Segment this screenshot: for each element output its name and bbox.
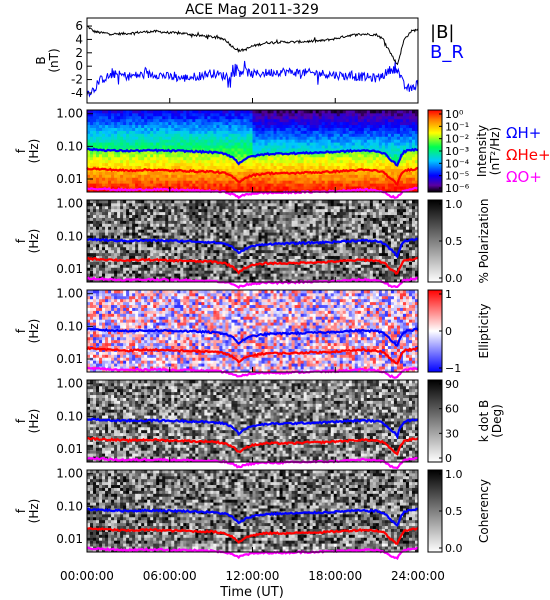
y-tick-label: -4 xyxy=(71,86,83,100)
colorbar-tick-label: 0.5 xyxy=(445,505,463,518)
colorbar-tick-label: 0.0 xyxy=(445,542,463,555)
x-tick-label: 06:00:00 xyxy=(143,569,197,583)
legend-b-total: |B| xyxy=(430,22,454,43)
spectrogram-y-label: f(Hz) xyxy=(14,409,41,434)
y-tick-label: 0.10 xyxy=(56,139,83,153)
b-field-y-label: B(nT) xyxy=(34,48,61,72)
y-tick-label: 0.01 xyxy=(56,532,83,546)
spectrogram-panel-1: 1.00 0.10 0.01 f(Hz) 10⁰10⁻¹10⁻²10⁻³10⁻⁴10⁻⁵… xyxy=(14,107,550,198)
x-tick-label: 12:00:00 xyxy=(226,569,280,583)
colorbar-tick-label: 1 xyxy=(445,288,452,301)
colorbar-label: k dot B(Deg) xyxy=(477,400,504,442)
y-tick-label: 0.10 xyxy=(56,319,83,333)
y-tick-label: 0.10 xyxy=(56,499,83,513)
y-tick-label: -2 xyxy=(71,73,83,87)
y-tick-label: 6 xyxy=(75,19,83,33)
b-field-plot-area xyxy=(87,18,418,103)
colorbar-tick-label: 0 xyxy=(445,325,452,338)
y-tick-label: 0.01 xyxy=(56,442,83,456)
y-tick-label: 2 xyxy=(75,46,83,60)
spectrogram-panel-4: 1.00 0.10 0.01 f(Hz) 90 60 30 0 k dot B(Deg) xyxy=(14,377,504,468)
x-tick-label: 18:00:00 xyxy=(308,569,362,583)
y-tick-label: 1.00 xyxy=(56,107,83,121)
colorbar-tick-label: 0 xyxy=(445,452,452,465)
colorbar-tick-label: 1.0 xyxy=(445,468,463,481)
colorbar-tick-label: 10⁻⁵ xyxy=(445,170,469,183)
y-tick-label: 1.00 xyxy=(56,377,83,391)
colorbar-tick-label: 10⁻⁴ xyxy=(445,157,470,170)
colorbar-label: Intensity(nT²/Hz) xyxy=(475,125,502,177)
spectrogram-panel-3: 1.00 0.10 0.01 f(Hz) 1 0 −1 Ellipticity xyxy=(14,287,491,378)
y-tick-label: 0.01 xyxy=(56,352,83,366)
colorbar-tick-label: 30 xyxy=(445,427,459,440)
spectrogram-y-label: f(Hz) xyxy=(14,499,41,524)
y-tick-label: 0.01 xyxy=(56,262,83,276)
colorbar-label: % Polarization xyxy=(477,199,491,284)
spectrogram-y-label: f(Hz) xyxy=(14,139,41,164)
y-tick-label: 4 xyxy=(75,32,83,46)
y-tick-label: 0.10 xyxy=(56,229,83,243)
colorbar-tick-label: −1 xyxy=(445,362,461,375)
spectrogram-y-label: f(Hz) xyxy=(14,229,41,254)
legend-he-plus: ΩHe+ xyxy=(506,146,550,164)
colorbar-label: Ellipticity xyxy=(477,304,491,359)
spectrogram-panel-5: 1.00 0.10 0.01 f(Hz) 1.0 0.5 0.0 Coherency xyxy=(14,467,491,559)
colorbar-tick-label: 10⁻¹ xyxy=(445,120,469,133)
y-tick-label: 0 xyxy=(75,59,83,73)
x-axis-label: Time (UT) xyxy=(219,585,284,600)
colorbar-tick-label: 10⁻⁶ xyxy=(445,182,470,195)
x-tick-label: 00:00:00 xyxy=(60,569,114,583)
y-tick-label: 0.01 xyxy=(56,172,83,186)
colorbar xyxy=(428,380,442,462)
colorbar-tick-label: 0.0 xyxy=(445,272,463,285)
colorbar-tick-label: 90 xyxy=(445,378,459,391)
colorbar-label: Coherency xyxy=(477,479,491,543)
colorbar-tick-label: 60 xyxy=(445,403,459,416)
spectrogram-y-label: f(Hz) xyxy=(14,319,41,344)
colorbar-tick-label: 10⁻² xyxy=(445,133,469,146)
legend-o-plus: ΩO+ xyxy=(506,168,542,186)
y-tick-label: 1.00 xyxy=(56,287,83,301)
figure-title: ACE Mag 2011-329 xyxy=(185,2,319,18)
legend-h-plus: ΩH+ xyxy=(506,124,541,142)
spectrogram-panel-2: 1.00 0.10 0.01 f(Hz) 1.0 0.5 0.0 % Polarization xyxy=(14,197,491,288)
colorbar-tick-label: 10⁰ xyxy=(445,108,464,121)
y-tick-label: 0.10 xyxy=(56,409,83,423)
legend-b-r: B_R xyxy=(430,42,464,63)
y-tick-label: 1.00 xyxy=(56,197,83,211)
colorbar-tick-label: 1.0 xyxy=(445,198,463,211)
colorbar-tick-label: 0.5 xyxy=(445,235,463,248)
x-tick-label: 24:00:00 xyxy=(391,569,445,583)
y-tick-label: 1.00 xyxy=(56,467,83,481)
colorbar-tick-label: 10⁻³ xyxy=(445,145,469,158)
